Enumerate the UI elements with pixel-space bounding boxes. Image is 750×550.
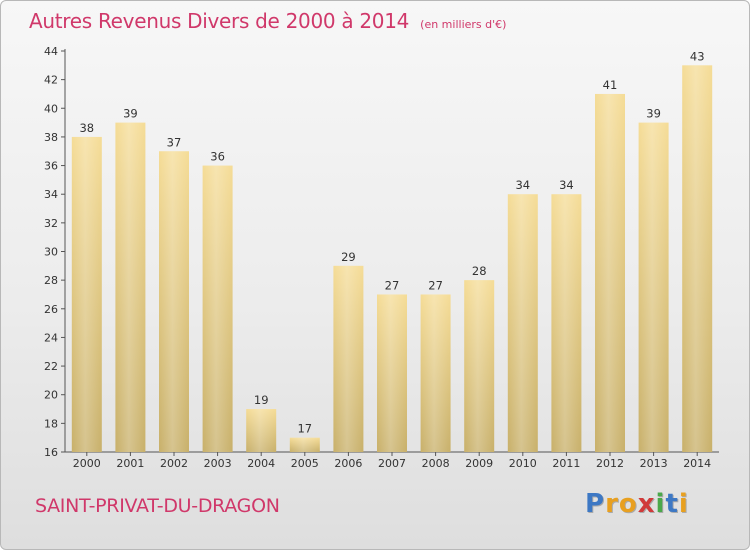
bar-value-label: 17: [297, 422, 312, 436]
axes: 16 18 20 22 24 26 28 30 32 34 36 38 40 42 44 2000 2001 20…: [44, 45, 719, 470]
bar-value-label: 37: [167, 135, 182, 149]
x-tick-label: 2002: [160, 457, 188, 470]
logo-letter: P: [585, 489, 606, 519]
logo-letter: r: [605, 489, 619, 519]
x-tick-label: 2011: [552, 457, 580, 470]
y-tick-label: 32: [44, 217, 58, 230]
x-tick-label: 2003: [204, 457, 232, 470]
y-tick-label: 34: [44, 188, 58, 201]
x-tick-label: 2009: [465, 457, 493, 470]
y-tick-label: 26: [44, 303, 58, 316]
bar-sheen: [377, 294, 407, 452]
bar-value-label: 34: [559, 178, 574, 192]
y-tick-label: 40: [44, 102, 58, 115]
chart-subtitle: (en milliers d'€): [420, 18, 507, 31]
logo-letter: i: [655, 489, 666, 519]
bar-sheen: [115, 122, 146, 452]
proxiti-logo[interactable]: Proxiti: [585, 489, 689, 519]
x-tick-label: 2012: [596, 457, 624, 470]
bar-value-label: 27: [385, 278, 400, 292]
bar-sheen: [464, 280, 495, 452]
bar-sheen: [551, 194, 582, 452]
y-tick-label: 20: [44, 389, 58, 402]
bar-sheen: [333, 265, 364, 452]
bar-sheen: [638, 122, 669, 452]
bar-value-label: 43: [690, 49, 705, 63]
y-tick-label: 28: [44, 274, 58, 287]
bar-value-label: 28: [472, 264, 487, 278]
bar-value-label: 27: [428, 278, 443, 292]
x-tick-label: 2004: [247, 457, 275, 470]
bar-value-label: 39: [123, 107, 138, 121]
x-tick-label: 2013: [640, 457, 668, 470]
bar-sheen: [159, 151, 189, 452]
x-tick-label: 2007: [378, 457, 406, 470]
y-tick-label: 16: [44, 446, 58, 459]
logo-letter: o: [618, 489, 638, 519]
chart-title: Autres Revenus Divers de 2000 à 2014: [29, 9, 410, 33]
y-tick-label: 38: [44, 131, 58, 144]
bar-sheen: [202, 165, 233, 453]
bar-value-label: 36: [210, 150, 225, 164]
x-tick-label: 2000: [73, 457, 101, 470]
bar-value-label: 34: [515, 178, 530, 192]
town-name: SAINT-PRIVAT-DU-DRAGON: [35, 495, 280, 517]
bar-sheen: [507, 194, 538, 452]
chart-title-block: Autres Revenus Divers de 2000 à 2014 (en…: [29, 9, 506, 33]
y-tick-label: 36: [44, 160, 58, 173]
bar-sheen: [289, 437, 320, 452]
bar-value-label: 19: [254, 393, 269, 407]
x-tick-label: 2006: [334, 457, 362, 470]
x-tick-label: 2014: [683, 457, 711, 470]
y-tick-label: 30: [44, 246, 58, 259]
x-tick-label: 2001: [116, 457, 144, 470]
y-tick-label: 42: [44, 74, 58, 87]
y-tick-label: 44: [44, 45, 58, 58]
bar-value-label: 41: [603, 78, 618, 92]
x-tick-label: 2010: [509, 457, 537, 470]
bar-value-label: 38: [79, 121, 94, 135]
bar-sheen: [420, 294, 451, 452]
bar-value-label: 39: [646, 107, 661, 121]
x-tick-label: 2005: [291, 457, 319, 470]
x-tick-label: 2008: [422, 457, 450, 470]
y-tick-label: 24: [44, 331, 58, 344]
logo-letter: i: [678, 489, 689, 519]
logo-letter: t: [665, 489, 679, 519]
y-tick-label: 18: [44, 417, 58, 430]
logo-letter: x: [637, 489, 656, 519]
bar-value-label: 29: [341, 250, 356, 264]
y-tick-label: 22: [44, 360, 58, 373]
bar-sheen: [71, 136, 102, 452]
bar-sheen: [595, 93, 625, 452]
bars-group: 38 39 37 36 19 17 29 27 27 28 34 34 41 39 43: [71, 49, 713, 453]
bar-sheen: [246, 409, 277, 452]
bar-sheen: [682, 65, 713, 453]
